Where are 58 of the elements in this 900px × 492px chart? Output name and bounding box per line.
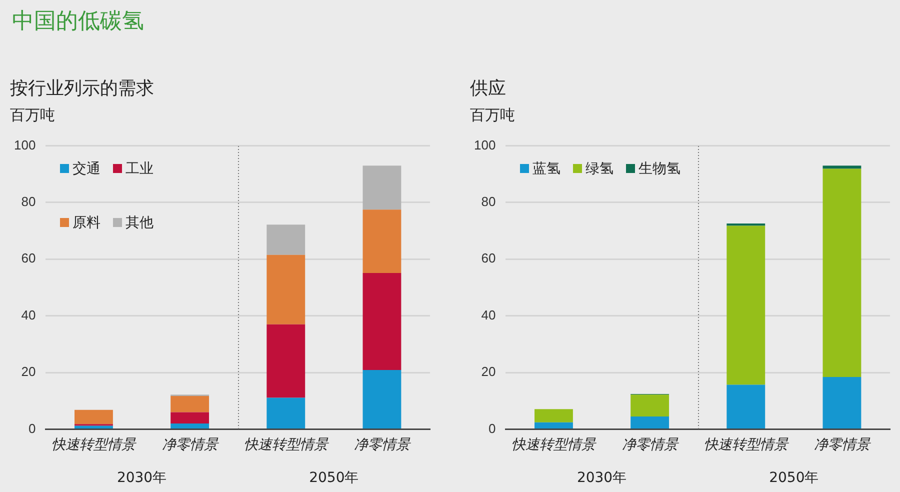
bar xyxy=(822,377,862,428)
y-tick-label: 80 xyxy=(481,194,496,210)
y-tick-label: 20 xyxy=(21,364,36,380)
x-tick-label: 快速转型情景 xyxy=(52,437,137,454)
bar xyxy=(170,396,210,412)
bar xyxy=(266,224,306,255)
y-tick-label: 100 xyxy=(14,137,36,152)
bar xyxy=(822,166,862,169)
bar xyxy=(362,273,402,370)
x-tick-label: 净零情景 xyxy=(354,437,411,454)
y-tick-label: 100 xyxy=(474,137,496,152)
y-tick-label: 40 xyxy=(21,307,36,322)
legend-label: 工业 xyxy=(124,160,154,178)
bar xyxy=(362,210,402,274)
bar xyxy=(362,370,402,428)
chart-subtitle: 供应 xyxy=(470,77,506,100)
chart-title: 中国的低碳氢 xyxy=(12,8,144,36)
bar xyxy=(534,409,573,422)
bar xyxy=(534,422,573,428)
bar xyxy=(822,168,862,378)
bar xyxy=(170,412,210,424)
bar xyxy=(266,324,306,398)
x-tick-label: 净零情景 xyxy=(814,437,871,454)
legend-label: 绿氢 xyxy=(584,160,614,178)
legend-label: 原料 xyxy=(72,214,101,232)
y-axis-title: 百万吨 xyxy=(470,106,515,125)
y-tick-label: 80 xyxy=(21,194,36,210)
bar xyxy=(74,426,113,428)
y-tick-label: 40 xyxy=(481,307,496,322)
legend-label: 交通 xyxy=(72,160,101,178)
text: 2030年 xyxy=(116,470,167,486)
x-tick-label: 净零情景 xyxy=(162,437,219,454)
x-tick-label: 净零情景 xyxy=(622,437,679,454)
y-tick-label: 0 xyxy=(488,420,496,436)
bar xyxy=(630,394,670,416)
bar xyxy=(630,416,670,428)
bar xyxy=(266,254,306,324)
y-tick-label: 0 xyxy=(28,420,36,436)
bar xyxy=(726,226,766,385)
x-tick-label: 快速转型情景 xyxy=(244,437,329,454)
text: 2050年 xyxy=(309,470,359,486)
y-tick-label: 60 xyxy=(481,250,496,266)
text: 2030年 xyxy=(576,470,627,486)
bar xyxy=(170,424,210,428)
legend-label: 其他 xyxy=(124,214,154,232)
bar xyxy=(726,384,766,428)
legend-label: 蓝氢 xyxy=(532,160,561,178)
chart-subtitle: 按行业列示的需求 xyxy=(10,77,154,100)
bar xyxy=(266,398,306,428)
bar xyxy=(74,410,113,424)
legend-label: 生物氢 xyxy=(638,160,681,178)
bar xyxy=(362,166,402,210)
y-tick-label: 20 xyxy=(481,364,496,380)
text: 2050年 xyxy=(769,470,819,486)
x-tick-label: 快速转型情景 xyxy=(512,437,597,454)
x-tick-label: 快速转型情景 xyxy=(704,437,789,454)
y-tick-label: 60 xyxy=(21,250,36,266)
y-axis-title: 百万吨 xyxy=(10,106,55,125)
